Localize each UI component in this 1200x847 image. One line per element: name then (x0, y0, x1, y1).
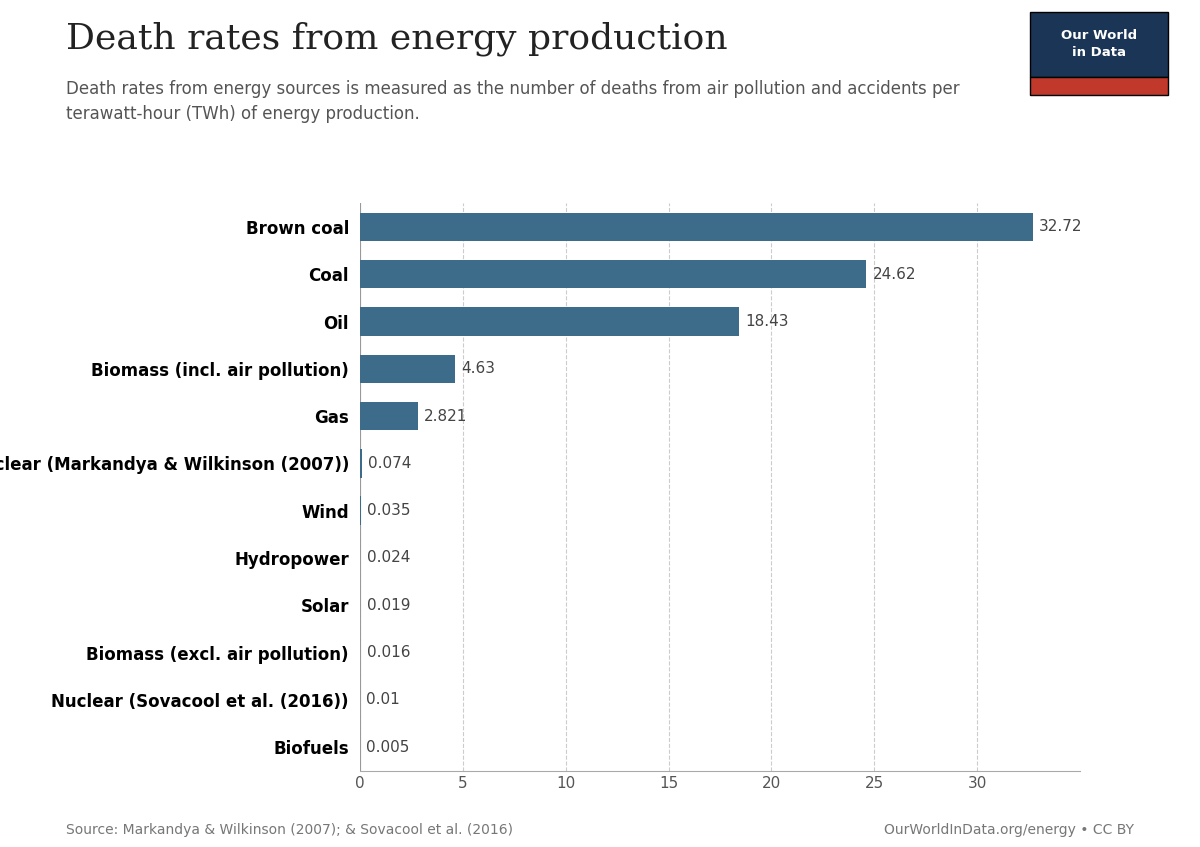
Text: 0.005: 0.005 (366, 739, 409, 755)
Text: Death rates from energy sources is measured as the number of deaths from air pol: Death rates from energy sources is measu… (66, 80, 960, 124)
Text: 0.01: 0.01 (366, 692, 400, 707)
Text: 4.63: 4.63 (462, 362, 496, 376)
Bar (360, 355, 455, 383)
Text: 32.72: 32.72 (1039, 219, 1082, 235)
Bar (360, 401, 418, 430)
Text: 18.43: 18.43 (745, 314, 788, 329)
Bar (360, 213, 1033, 241)
Text: 0.016: 0.016 (366, 645, 410, 660)
Text: 0.074: 0.074 (367, 456, 412, 471)
Text: 0.035: 0.035 (367, 503, 410, 518)
Bar (360, 449, 361, 478)
Text: 0.024: 0.024 (367, 551, 410, 566)
Text: Our World
in Data: Our World in Data (1061, 30, 1136, 59)
Text: 24.62: 24.62 (872, 267, 916, 282)
Bar (360, 260, 866, 288)
Text: OurWorldInData.org/energy • CC BY: OurWorldInData.org/energy • CC BY (884, 822, 1134, 837)
Text: Death rates from energy production: Death rates from energy production (66, 21, 727, 56)
Text: 0.019: 0.019 (366, 598, 410, 612)
Bar (360, 307, 739, 335)
FancyBboxPatch shape (1030, 76, 1168, 95)
Text: 2.821: 2.821 (425, 408, 468, 424)
FancyBboxPatch shape (1030, 12, 1168, 76)
Text: Source: Markandya & Wilkinson (2007); & Sovacool et al. (2016): Source: Markandya & Wilkinson (2007); & … (66, 822, 514, 837)
